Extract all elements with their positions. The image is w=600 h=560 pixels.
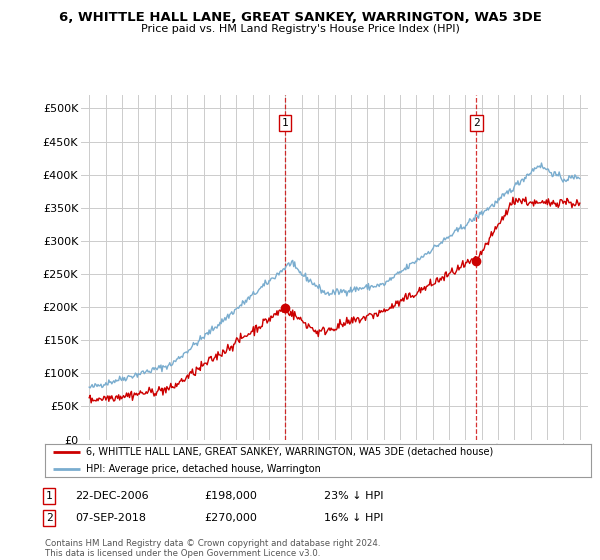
Text: 1: 1 bbox=[46, 491, 53, 501]
Text: 07-SEP-2018: 07-SEP-2018 bbox=[75, 513, 146, 523]
Text: 6, WHITTLE HALL LANE, GREAT SANKEY, WARRINGTON, WA5 3DE: 6, WHITTLE HALL LANE, GREAT SANKEY, WARR… bbox=[59, 11, 541, 24]
Text: 2: 2 bbox=[473, 118, 480, 128]
Text: 16% ↓ HPI: 16% ↓ HPI bbox=[324, 513, 383, 523]
Text: Price paid vs. HM Land Registry's House Price Index (HPI): Price paid vs. HM Land Registry's House … bbox=[140, 24, 460, 34]
Text: £198,000: £198,000 bbox=[204, 491, 257, 501]
Text: Contains HM Land Registry data © Crown copyright and database right 2024.
This d: Contains HM Land Registry data © Crown c… bbox=[45, 539, 380, 558]
Text: 6, WHITTLE HALL LANE, GREAT SANKEY, WARRINGTON, WA5 3DE (detached house): 6, WHITTLE HALL LANE, GREAT SANKEY, WARR… bbox=[86, 447, 493, 457]
Text: 1: 1 bbox=[281, 118, 289, 128]
Text: 2: 2 bbox=[46, 513, 53, 523]
Text: 22-DEC-2006: 22-DEC-2006 bbox=[75, 491, 149, 501]
Text: 23% ↓ HPI: 23% ↓ HPI bbox=[324, 491, 383, 501]
Text: £270,000: £270,000 bbox=[204, 513, 257, 523]
Text: HPI: Average price, detached house, Warrington: HPI: Average price, detached house, Warr… bbox=[86, 464, 321, 474]
